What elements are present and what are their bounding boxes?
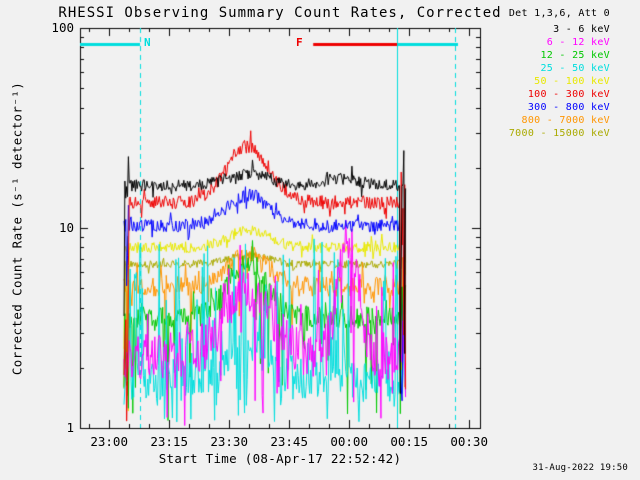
x-tick-label: 23:15 (150, 434, 188, 449)
legend-entry: 7000 - 15000 keV (508, 128, 610, 139)
x-tick-label: 00:30 (450, 434, 488, 449)
legend-entry: 25 - 50 keV (540, 63, 610, 74)
legend-entry: 100 - 300 keV (527, 89, 610, 100)
x-axis-label: Start Time (08-Apr-17 22:52:42) (158, 451, 402, 466)
creation-timestamp: 31-Aug-2022 19:50 (532, 463, 628, 473)
x-tick-label: 00:15 (390, 434, 428, 449)
legend-entries: 3 - 6 keV 6 - 12 keV 12 - 25 keV 25 - 50 ke… (509, 23, 610, 140)
y-tick-label: 100 (51, 20, 74, 35)
legend-entry: 3 - 6 keV (553, 24, 610, 35)
flag-label-n: N (144, 36, 151, 50)
x-tick-label: 23:30 (210, 434, 248, 449)
legend: Det 1,3,6, Att 0 3 - 6 keV 6 - 12 keV 12 -… (509, 8, 610, 140)
y-tick-label: 1 (66, 420, 74, 435)
x-tick-label: 23:45 (270, 434, 308, 449)
flag-label-f: F (296, 36, 303, 50)
legend-entry: 12 - 25 keV (540, 50, 610, 61)
legend-entry: 300 - 800 keV (527, 102, 610, 113)
legend-entry: 6 - 12 keV (546, 37, 610, 48)
legend-entry: 800 - 7000 keV (521, 115, 610, 126)
y-tick-label: 10 (58, 220, 74, 235)
x-tick-label: 23:00 (90, 434, 128, 449)
x-tick-label: 00:00 (330, 434, 368, 449)
legend-header: Det 1,3,6, Att 0 (508, 8, 610, 19)
y-axis-label: Corrected Count Rate (s⁻¹ detector⁻¹) (9, 81, 25, 376)
legend-entry: 50 - 100 keV (534, 76, 610, 87)
plot-title: RHESSI Observing Summary Count Rates, Co… (58, 5, 502, 21)
